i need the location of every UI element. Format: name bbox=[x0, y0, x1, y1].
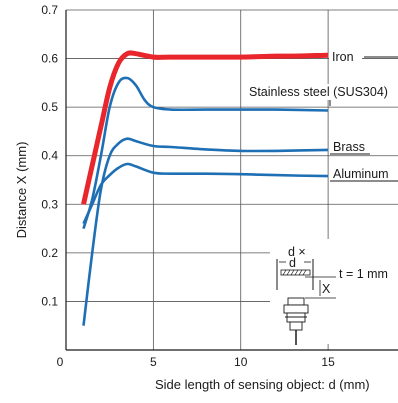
x-axis-title: Side length of sensing object: d (mm) bbox=[155, 377, 370, 392]
x-tick-label-2: 10 bbox=[234, 355, 248, 369]
y-tick-label-6: 0.7 bbox=[41, 3, 58, 17]
y-tick-label-0: 0.1 bbox=[41, 294, 58, 308]
y-axis-title: Distance X (mm) bbox=[14, 142, 29, 239]
series-line-stainless-steel bbox=[82, 76, 329, 229]
sensing-object-inset: d × d X t = 1 mm bbox=[270, 239, 398, 345]
y-tick-label-1: 0.2 bbox=[41, 246, 58, 260]
iron-label-background bbox=[329, 49, 362, 65]
series-annotations: Iron Stainless steel (SUS304) Brass Aluminu… bbox=[246, 49, 398, 182]
inset-d-label: d bbox=[289, 256, 296, 270]
series-line-brass bbox=[82, 137, 329, 326]
series-line-iron bbox=[81, 50, 329, 205]
y-tick-label-4: 0.5 bbox=[41, 100, 58, 114]
stainless-label-background bbox=[246, 84, 398, 100]
x-tick-labels: 0 5 10 15 bbox=[57, 355, 335, 369]
x-tick-label-0: 0 bbox=[57, 355, 64, 369]
series-label-stainless-steel: Stainless steel (SUS304) bbox=[249, 85, 388, 99]
inset-target-plate bbox=[280, 269, 311, 276]
series-label-iron: Iron bbox=[332, 50, 354, 64]
series-label-aluminum: Aluminum bbox=[333, 167, 389, 181]
series-line-aluminum bbox=[82, 162, 329, 225]
y-tick-label-5: 0.6 bbox=[41, 52, 58, 66]
axes bbox=[65, 10, 398, 351]
inset-x-label: X bbox=[322, 282, 331, 296]
y-tick-label-2: 0.3 bbox=[41, 197, 58, 211]
x-tick-label-1: 5 bbox=[150, 355, 157, 369]
y-tick-label-3: 0.4 bbox=[41, 149, 58, 163]
inset-plate-hatch bbox=[282, 269, 307, 276]
series-lines bbox=[81, 50, 329, 326]
inset-thickness-label: t = 1 mm bbox=[339, 267, 388, 281]
sensor-icon bbox=[283, 297, 309, 345]
series-label-brass: Brass bbox=[333, 140, 365, 154]
x-tick-label-3: 15 bbox=[321, 355, 335, 369]
y-tick-labels: 0.1 0.2 0.3 0.4 0.5 0.6 0.7 bbox=[41, 3, 58, 308]
inset-d-times-label: d × bbox=[288, 245, 306, 259]
